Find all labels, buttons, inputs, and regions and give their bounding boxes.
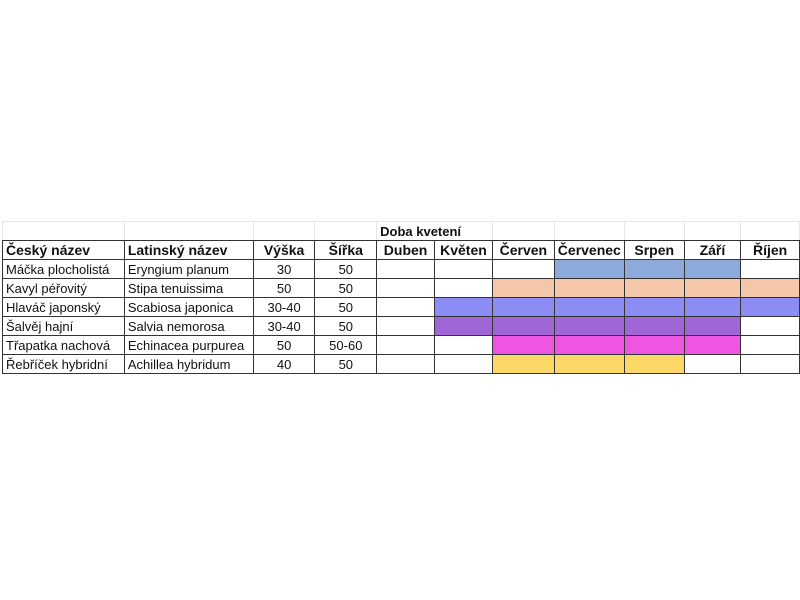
column-header[interactable]: Český název [2,240,125,260]
bloom-cell[interactable] [376,316,435,336]
bloom-cell[interactable] [553,354,625,374]
bloom-cell[interactable] [434,335,493,355]
height-cell[interactable]: 50 [252,278,316,298]
column-header[interactable]: Výška [252,240,316,260]
bloom-cell[interactable] [553,259,625,279]
table-row: Máčka plocholistá Eryngium planum 30 50 [2,259,800,279]
czech-name-cell[interactable]: Kavyl péřovitý [2,278,125,298]
bloom-cell[interactable] [491,316,555,336]
latin-name-cell[interactable]: Echinacea purpurea [123,335,254,355]
bloom-cell[interactable] [491,259,555,279]
cell[interactable] [553,221,625,241]
bloom-cell[interactable] [683,316,742,336]
table-row: Řebříček hybridní Achillea hybridum 40 50 [2,354,800,374]
column-header-row: Český název Latinský název Výška Šířka Duben… [2,240,800,260]
bloom-cell[interactable] [740,259,800,279]
bloom-cell[interactable] [376,297,435,317]
column-header[interactable]: Květen [434,240,493,260]
bloom-cell[interactable] [683,259,742,279]
cell[interactable] [740,221,800,241]
column-header[interactable]: Srpen [623,240,685,260]
bloom-cell[interactable] [553,297,625,317]
column-header[interactable]: Říjen [740,240,800,260]
bloom-cell[interactable] [683,278,742,298]
bloom-cell[interactable] [740,297,800,317]
czech-name-cell[interactable]: Třapatka nachová [2,335,125,355]
table-row: Hlaváč japonský Scabiosa japonica 30-40 50 [2,297,800,317]
bloom-cell[interactable] [553,278,625,298]
width-cell[interactable]: 50 [314,278,378,298]
cell[interactable] [683,221,742,241]
bloom-cell[interactable] [434,278,493,298]
bloom-cell[interactable] [491,354,555,374]
bloom-cell[interactable] [623,354,685,374]
bloom-cell[interactable] [683,297,742,317]
width-cell[interactable]: 50 [314,259,378,279]
table-row: Kavyl péřovitý Stipa tenuissima 50 50 [2,278,800,298]
width-cell[interactable]: 50 [314,297,378,317]
bloom-cell[interactable] [623,259,685,279]
cell[interactable] [491,221,555,241]
cell[interactable] [2,221,125,241]
bloom-cell[interactable] [434,354,493,374]
bloom-cell[interactable] [623,297,685,317]
latin-name-cell[interactable]: Scabiosa japonica [123,297,254,317]
bloom-cell[interactable] [491,297,555,317]
bloom-cell[interactable] [376,335,435,355]
bloom-cell[interactable] [623,278,685,298]
column-header[interactable]: Červen [491,240,555,260]
table-row: Šalvěj hajní Salvia nemorosa 30-40 50 [2,316,800,336]
latin-name-cell[interactable]: Eryngium planum [123,259,254,279]
bloom-cell[interactable] [740,316,800,336]
bloom-cell[interactable] [683,354,742,374]
czech-name-cell[interactable]: Řebříček hybridní [2,354,125,374]
bloom-cell[interactable] [740,335,800,355]
column-header[interactable]: Září [683,240,742,260]
latin-name-cell[interactable]: Achillea hybridum [123,354,254,374]
width-cell[interactable]: 50 [314,316,378,336]
table-row: Třapatka nachová Echinacea purpurea 50 50-6… [2,335,800,355]
bloom-cell[interactable] [623,335,685,355]
czech-name-cell[interactable]: Máčka plocholistá [2,259,125,279]
latin-name-cell[interactable]: Salvia nemorosa [123,316,254,336]
group-header-row: Doba kvetení [2,221,800,241]
bloom-cell[interactable] [434,259,493,279]
bloom-cell[interactable] [623,316,685,336]
column-header[interactable]: Šířka [314,240,378,260]
bloom-cell[interactable] [740,354,800,374]
cell[interactable] [123,221,254,241]
height-cell[interactable]: 30-40 [252,297,316,317]
bloom-cell[interactable] [376,278,435,298]
group-header[interactable]: Doba kvetení [376,221,493,241]
cell[interactable] [623,221,685,241]
bloom-cell[interactable] [434,316,493,336]
width-cell[interactable]: 50 [314,354,378,374]
bloom-cell[interactable] [491,335,555,355]
width-cell[interactable]: 50-60 [314,335,378,355]
bloom-cell[interactable] [491,278,555,298]
bloom-table: Doba kvetení Český název Latinský název Vý… [2,221,800,374]
column-header[interactable]: Červenec [553,240,625,260]
bloom-cell[interactable] [376,259,435,279]
height-cell[interactable]: 50 [252,335,316,355]
latin-name-cell[interactable]: Stipa tenuissima [123,278,254,298]
height-cell[interactable]: 30 [252,259,316,279]
height-cell[interactable]: 30-40 [252,316,316,336]
cell[interactable] [252,221,316,241]
bloom-cell[interactable] [434,297,493,317]
bloom-cell[interactable] [740,278,800,298]
czech-name-cell[interactable]: Hlaváč japonský [2,297,125,317]
czech-name-cell[interactable]: Šalvěj hajní [2,316,125,336]
bloom-cell[interactable] [553,335,625,355]
bloom-cell[interactable] [376,354,435,374]
cell[interactable] [314,221,378,241]
column-header[interactable]: Duben [376,240,435,260]
bloom-cell[interactable] [553,316,625,336]
bloom-cell[interactable] [683,335,742,355]
height-cell[interactable]: 40 [252,354,316,374]
column-header[interactable]: Latinský název [123,240,254,260]
